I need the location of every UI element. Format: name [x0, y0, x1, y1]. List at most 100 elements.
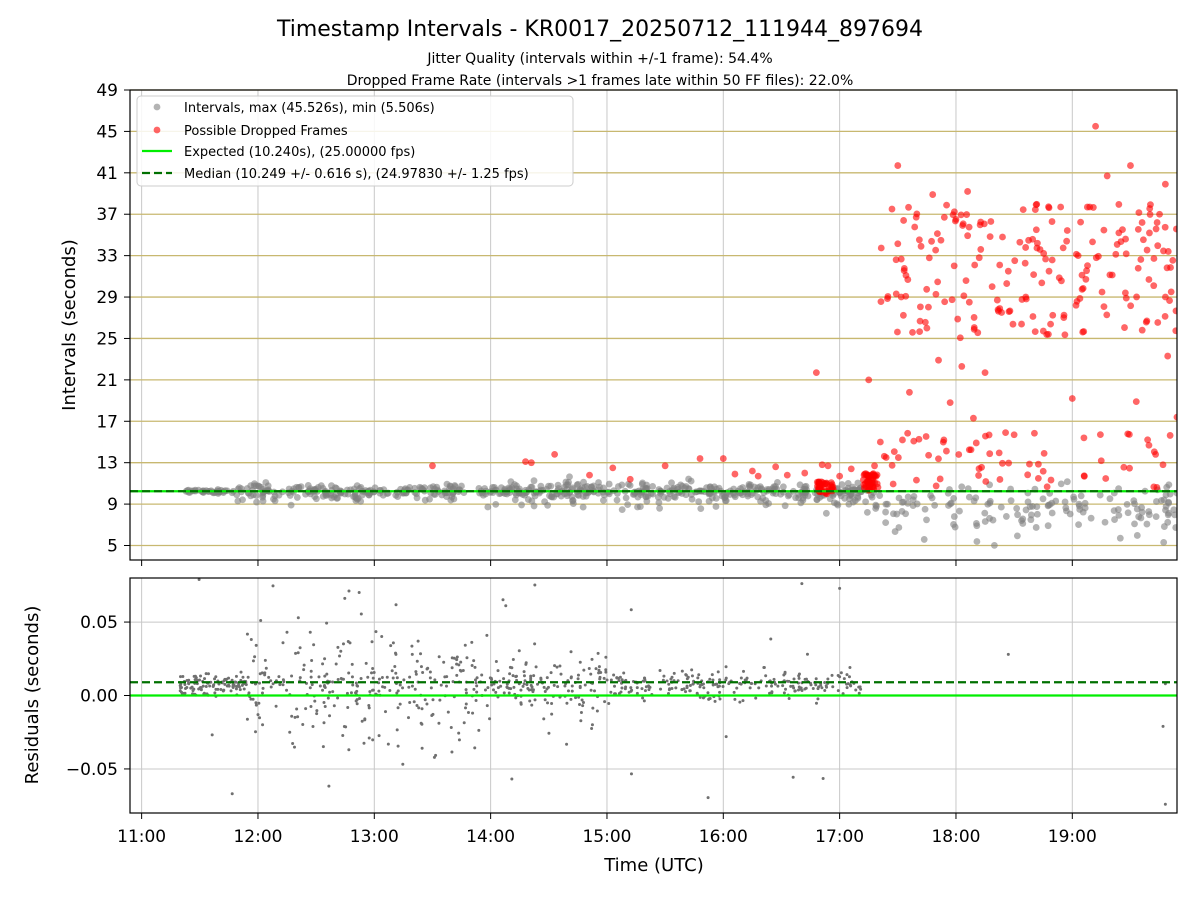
- dropped-frame-point: [964, 232, 972, 240]
- residual-point: [302, 668, 306, 672]
- dropped-frame-point: [890, 448, 898, 456]
- residual-point: [461, 668, 465, 672]
- dropped-frame-point: [965, 446, 973, 454]
- dropped-frame-point: [1166, 432, 1174, 439]
- residuals-y-axis-label: Residuals (seconds): [22, 606, 43, 785]
- dropped-frame-point: [1073, 297, 1081, 305]
- residual-point: [542, 685, 546, 689]
- interval-point: [253, 498, 260, 506]
- interval-point: [920, 536, 928, 543]
- dropped-frame-point: [1002, 429, 1009, 437]
- interval-point: [668, 479, 675, 487]
- residual-point: [762, 666, 766, 670]
- residual-point: [328, 690, 332, 694]
- residual-point: [423, 698, 427, 702]
- interval-point: [530, 477, 538, 485]
- dropped-frame-point: [1142, 318, 1150, 326]
- residual-point: [570, 684, 574, 688]
- residual-point: [277, 675, 281, 679]
- residual-point: [213, 691, 217, 695]
- residual-point: [735, 686, 739, 690]
- residual-point: [420, 746, 424, 750]
- dropped-frame-point: [909, 328, 916, 336]
- residual-point: [471, 711, 475, 715]
- interval-point: [511, 481, 518, 488]
- dropped-frame-point: [1159, 461, 1167, 469]
- residual-point: [805, 652, 809, 656]
- residual-point: [772, 677, 776, 681]
- residual-point: [383, 710, 387, 714]
- dropped-frame-point: [965, 223, 973, 231]
- residual-point: [428, 670, 432, 674]
- residual-point: [415, 659, 419, 663]
- residual-point: [214, 687, 218, 691]
- dropped-frame-point: [1122, 294, 1130, 302]
- residual-point: [1161, 724, 1165, 728]
- residual-point: [293, 715, 297, 719]
- legend-entry-label: Median (10.249 +/- 0.616 s), (24.97830 +…: [184, 167, 529, 182]
- residual-point: [398, 683, 402, 687]
- interval-point: [582, 492, 590, 500]
- residual-point: [609, 690, 613, 694]
- residual-point: [402, 678, 406, 682]
- residuals-x-tick-label: 11:00: [117, 827, 166, 847]
- residual-point: [800, 689, 804, 693]
- dropped-frame-point: [952, 216, 960, 223]
- residual-point: [770, 684, 774, 688]
- dropped-frame-point: [981, 369, 989, 377]
- residual-point: [854, 688, 858, 692]
- dropped-frame-point: [1147, 201, 1154, 209]
- residual-point: [323, 657, 327, 661]
- residual-point: [251, 697, 255, 701]
- interval-point: [371, 484, 379, 492]
- dropped-frame-point: [921, 318, 929, 326]
- dropped-frame-point: [1102, 475, 1110, 482]
- residual-point: [227, 684, 231, 688]
- residual-point: [817, 685, 821, 689]
- dropped-frame-point: [897, 255, 905, 263]
- residual-point: [192, 687, 196, 691]
- residual-point: [437, 655, 441, 659]
- interval-point: [1070, 495, 1078, 503]
- interval-point: [1101, 518, 1109, 526]
- residual-point: [534, 665, 538, 669]
- residual-point: [455, 655, 459, 659]
- residual-point: [185, 686, 189, 689]
- residual-point: [296, 651, 300, 655]
- residual-point: [665, 679, 669, 683]
- residual-point: [521, 684, 525, 688]
- interval-point: [630, 490, 638, 498]
- residual-point: [688, 689, 692, 693]
- residual-point: [183, 691, 187, 695]
- residual-point: [309, 705, 313, 709]
- residual-point: [721, 684, 725, 688]
- residual-point: [825, 685, 829, 689]
- residual-point: [321, 688, 325, 692]
- dropped-frame-point: [586, 471, 593, 479]
- residual-point: [796, 688, 800, 692]
- residual-point: [597, 665, 601, 669]
- interval-point: [910, 492, 918, 500]
- dropped-frame-point: [1045, 203, 1052, 211]
- dropped-frame-point: [1022, 244, 1030, 251]
- dropped-frame-point: [1150, 255, 1158, 262]
- interval-point: [1048, 509, 1056, 517]
- interval-point: [1063, 478, 1071, 486]
- residual-point: [295, 707, 299, 711]
- interval-point: [986, 514, 993, 522]
- residual-point: [263, 658, 267, 662]
- residual-point: [684, 673, 688, 677]
- dropped-frame-point: [897, 293, 905, 301]
- residual-point: [253, 655, 257, 659]
- dropped-frame-point: [1057, 203, 1065, 211]
- interval-point: [1165, 509, 1173, 517]
- residual-point: [179, 682, 183, 686]
- dropped-frame-point: [1121, 289, 1129, 297]
- interval-point: [1145, 511, 1153, 519]
- residual-point: [668, 687, 672, 691]
- dropped-frame-point: [1161, 223, 1169, 231]
- residual-point: [791, 684, 795, 688]
- residual-point: [505, 686, 509, 690]
- dropped-frame-point: [1172, 307, 1177, 315]
- dropped-frame-point: [754, 472, 762, 480]
